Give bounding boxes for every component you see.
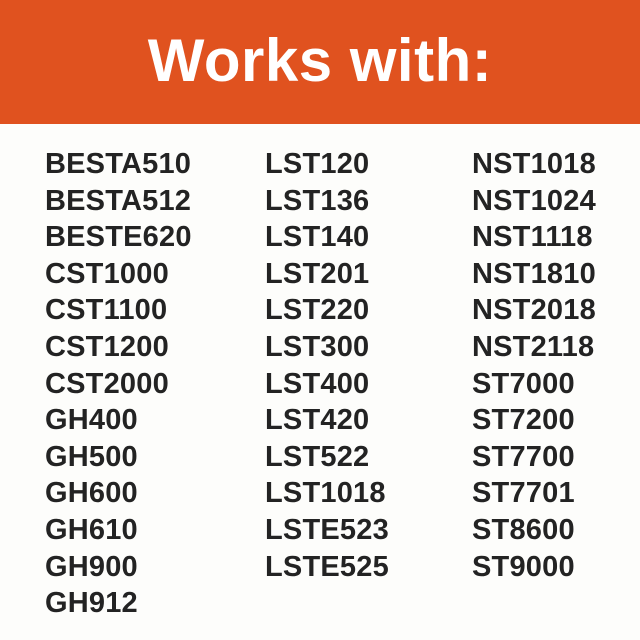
model-number: CST1200 (45, 330, 169, 363)
model-number: GH500 (45, 440, 138, 473)
model-number: NST1024 (472, 184, 596, 217)
model-number: NST2118 (472, 330, 595, 363)
model-number: CST1000 (45, 257, 169, 290)
model-column-1: BESTA510 BESTA512 BESTE620 CST1000 CST1100 CS… (45, 146, 192, 622)
model-number: GH900 (45, 550, 138, 583)
model-number: LST201 (265, 257, 370, 290)
model-number: GH610 (45, 513, 138, 546)
model-number: NST1018 (472, 148, 596, 180)
model-number: LSTE525 (265, 550, 389, 583)
model-number: ST8600 (472, 513, 575, 546)
model-number: BESTE620 (45, 221, 192, 254)
model-number: LST120 (265, 148, 370, 180)
model-number: GH400 (45, 404, 138, 437)
header-band: Works with: (0, 0, 640, 124)
model-number: CST1100 (45, 294, 168, 327)
model-column-2: LST120 LST136 LST140 LST201 LST220 LST300 LST4… (265, 146, 389, 585)
model-number: LSTE523 (265, 513, 389, 546)
model-number: GH912 (45, 587, 138, 620)
model-number: LST420 (265, 404, 370, 437)
page-title: Works with: (147, 26, 493, 94)
model-number: LST140 (265, 221, 370, 254)
model-number: BESTA512 (45, 184, 192, 217)
model-number: ST7700 (472, 440, 575, 473)
model-number: CST2000 (45, 367, 169, 400)
model-number: NST2018 (472, 294, 596, 327)
model-number: LST1018 (265, 477, 386, 510)
model-number: LST400 (265, 367, 370, 400)
model-number: ST9000 (472, 550, 575, 583)
model-number: LST522 (265, 440, 370, 473)
model-number: LST136 (265, 184, 370, 217)
model-number: LST220 (265, 294, 370, 327)
model-number: ST7000 (472, 367, 575, 400)
model-column-3: NST1018 NST1024 NST1118 NST1810 NST2018 NST21… (472, 146, 596, 585)
model-number: GH600 (45, 477, 138, 510)
model-number: LST300 (265, 330, 370, 363)
model-number: ST7200 (472, 404, 575, 437)
model-number: NST1118 (472, 221, 593, 254)
model-number: ST7701 (472, 477, 575, 510)
model-number: BESTA510 (45, 148, 192, 180)
model-number: NST1810 (472, 257, 596, 290)
